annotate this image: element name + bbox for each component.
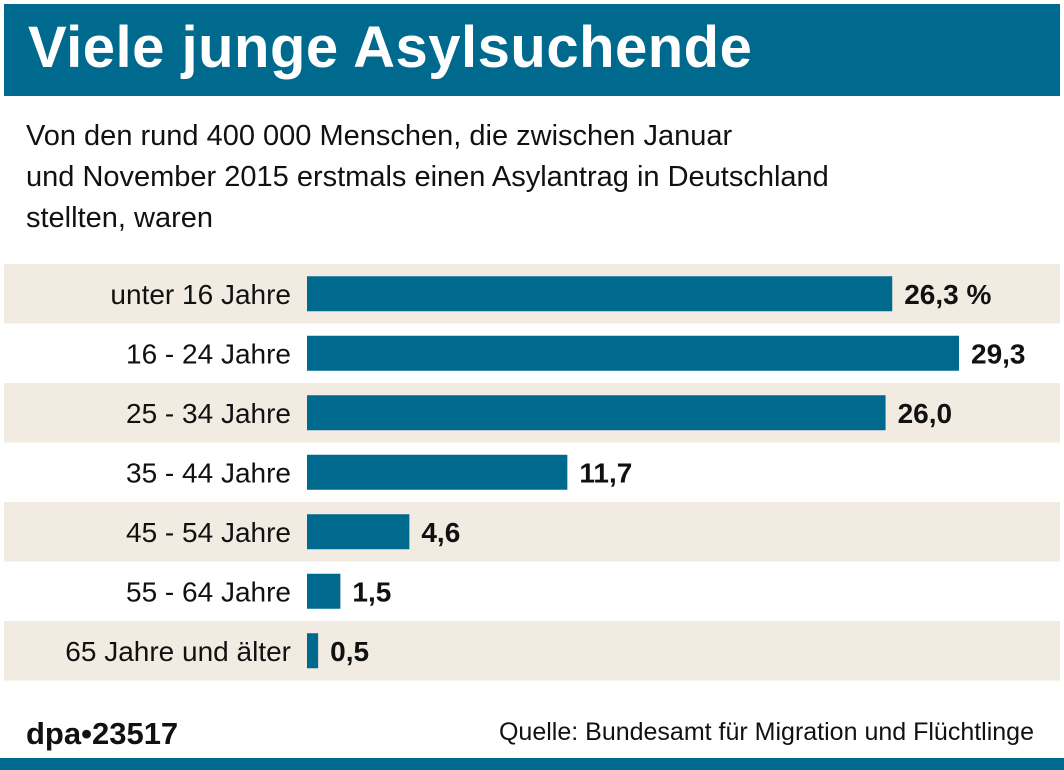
value-label: 1,5 [352, 576, 391, 607]
bar [307, 454, 568, 490]
bar [307, 335, 959, 371]
value-label: 11,7 [579, 457, 632, 488]
dpa-graphic-id: dpa•23517 [26, 716, 179, 751]
source-note: Quelle: Bundesamt für Migration und Flüc… [498, 718, 1034, 746]
category-label: 25 - 34 Jahre [126, 398, 291, 429]
title-bar: Viele junge Asylsuchende [4, 4, 1060, 96]
value-label: 29,3 [971, 338, 1026, 369]
bar [307, 573, 341, 609]
chart-subtitle: Von den rund 400 000 Menschen, die zwisc… [26, 116, 1026, 239]
bar [307, 633, 319, 669]
category-label: 45 - 54 Jahre [126, 517, 291, 548]
value-label: 0,5 [330, 636, 369, 667]
row-stripe [4, 621, 1060, 681]
bar [307, 276, 893, 312]
subtitle-line: und November 2015 erstmals einen Asylant… [26, 161, 829, 193]
value-label: 4,6 [421, 517, 460, 548]
bar [307, 395, 886, 431]
chart-title: Viele junge Asylsuchende [28, 15, 753, 80]
value-label: 26,3 % [904, 279, 991, 310]
row-stripe [4, 502, 1060, 562]
category-label: 65 Jahre und älter [65, 636, 291, 667]
footer-line [0, 758, 1064, 770]
category-label: 55 - 64 Jahre [126, 576, 291, 607]
category-label: 16 - 24 Jahre [126, 338, 291, 369]
value-label: 26,0 [898, 398, 953, 429]
category-label: unter 16 Jahre [110, 279, 291, 310]
category-label: 35 - 44 Jahre [126, 457, 291, 488]
bar-chart: unter 16 Jahre 26,3 % 16 - 24 Jahre 29,3 25 … [4, 264, 1060, 681]
subtitle-line: stellten, waren [26, 202, 213, 234]
bar [307, 514, 410, 550]
subtitle-line: Von den rund 400 000 Menschen, die zwisc… [26, 120, 733, 152]
